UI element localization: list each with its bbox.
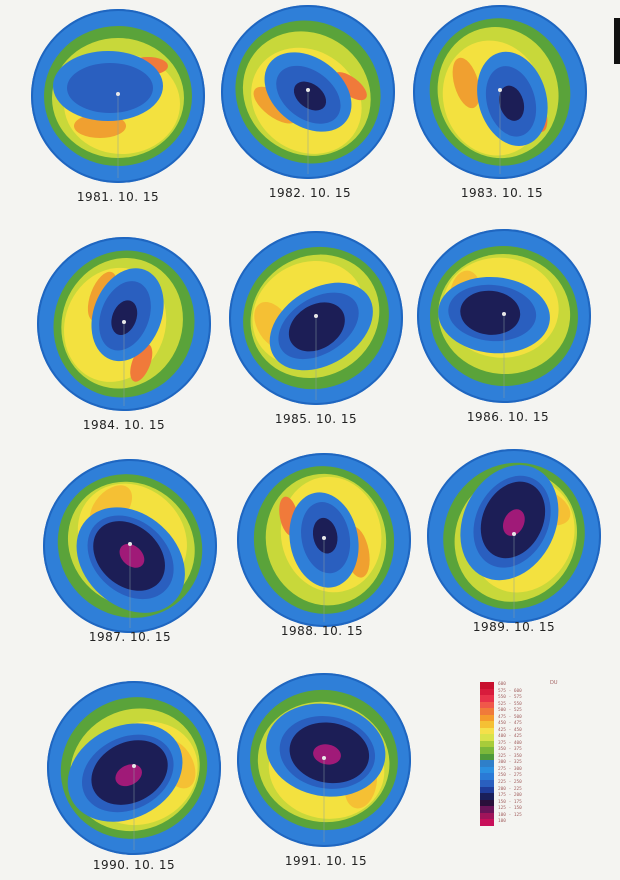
ozone-map-7 xyxy=(42,458,218,634)
legend-swatch xyxy=(480,714,494,722)
map-date-label: 1981. 10. 15 xyxy=(76,190,160,204)
legend-swatch xyxy=(480,740,494,748)
legend-level-label: 275 - 300 xyxy=(498,766,522,772)
map-date-label: 1982. 10. 15 xyxy=(268,186,352,200)
map-date-label: 1985. 10. 15 xyxy=(274,412,358,426)
legend-level-label: 375 - 400 xyxy=(498,740,522,746)
legend-level-label: 225 - 250 xyxy=(498,779,522,785)
ozone-map-1 xyxy=(30,8,206,184)
legend-level-label: 400 - 425 xyxy=(498,734,522,740)
ozone-map-3 xyxy=(412,4,588,180)
ozone-map-9 xyxy=(426,448,602,624)
map-date-label: 1987. 10. 15 xyxy=(88,630,172,644)
map-date-label: 1991. 10. 15 xyxy=(284,854,368,868)
legend-swatch xyxy=(480,734,494,741)
legend-level-label: 125 - 150 xyxy=(498,806,522,812)
legend-swatch xyxy=(480,806,494,813)
legend-swatch xyxy=(480,753,494,761)
legend-level-label: 150 - 175 xyxy=(498,799,522,805)
ozone-map-4 xyxy=(36,236,212,412)
legend-level-label: 100 xyxy=(498,819,506,825)
legend-swatch xyxy=(480,760,494,767)
legend-level-label: 250 - 275 xyxy=(498,773,522,779)
legend-level-label: 200 - 225 xyxy=(498,786,522,792)
map-date-label: 1988. 10. 15 xyxy=(280,624,364,638)
ozone-map-5 xyxy=(228,230,404,406)
legend-color-strip xyxy=(480,682,494,826)
legend-labels: 600 575 - 600 550 - 575 525 - 550 500 - 525 4… xyxy=(498,682,556,826)
legend-swatch xyxy=(480,799,494,807)
legend-level-label: 500 - 525 xyxy=(498,708,522,714)
legend-swatch xyxy=(480,747,494,754)
map-date-label: 1986. 10. 15 xyxy=(466,410,550,424)
legend-swatch xyxy=(480,682,494,689)
map-date-label: 1983. 10. 15 xyxy=(460,186,544,200)
legend-level-label: 450 - 475 xyxy=(498,721,522,727)
legend-swatch xyxy=(480,786,494,794)
ozone-map-8 xyxy=(236,452,412,628)
legend-level-label: 425 - 450 xyxy=(498,727,522,733)
legend-swatch xyxy=(480,688,494,696)
legend-swatch xyxy=(480,701,494,709)
legend-swatch xyxy=(480,773,494,780)
map-date-label: 1989. 10. 15 xyxy=(472,620,556,634)
legend-swatch xyxy=(480,721,494,728)
ozone-map-2 xyxy=(220,4,396,180)
map-date-label: 1984. 10. 15 xyxy=(82,418,166,432)
ozone-color-legend: 600 575 - 600 550 - 575 525 - 550 500 - 525 4… xyxy=(478,680,558,830)
legend-swatch xyxy=(480,708,494,715)
legend-level-label: 600 xyxy=(498,682,506,687)
legend-level-label: 100 - 125 xyxy=(498,812,522,818)
legend-swatch xyxy=(480,727,494,735)
ozone-map-6 xyxy=(416,228,592,404)
legend-swatch xyxy=(480,695,494,702)
legend-swatch xyxy=(480,819,494,826)
legend-level-label: 325 - 350 xyxy=(498,753,522,759)
legend-level-label: 475 - 500 xyxy=(498,714,522,720)
legend-level-label: 350 - 375 xyxy=(498,747,522,753)
legend-units: DU xyxy=(550,680,558,686)
legend-swatch xyxy=(480,812,494,820)
ozone-map-10 xyxy=(46,680,222,856)
edge-marker xyxy=(614,18,620,64)
legend-level-label: 300 - 325 xyxy=(498,760,522,766)
legend-swatch xyxy=(480,766,494,774)
ozone-map-11 xyxy=(236,672,412,848)
legend-level-label: 525 - 550 xyxy=(498,701,522,707)
legend-swatch xyxy=(480,793,494,800)
legend-level-label: 550 - 575 xyxy=(498,695,522,701)
legend-level-label: 575 - 600 xyxy=(498,688,522,694)
map-date-label: 1990. 10. 15 xyxy=(92,858,176,872)
legend-level-label: 175 - 200 xyxy=(498,793,522,799)
legend-swatch xyxy=(480,779,494,787)
